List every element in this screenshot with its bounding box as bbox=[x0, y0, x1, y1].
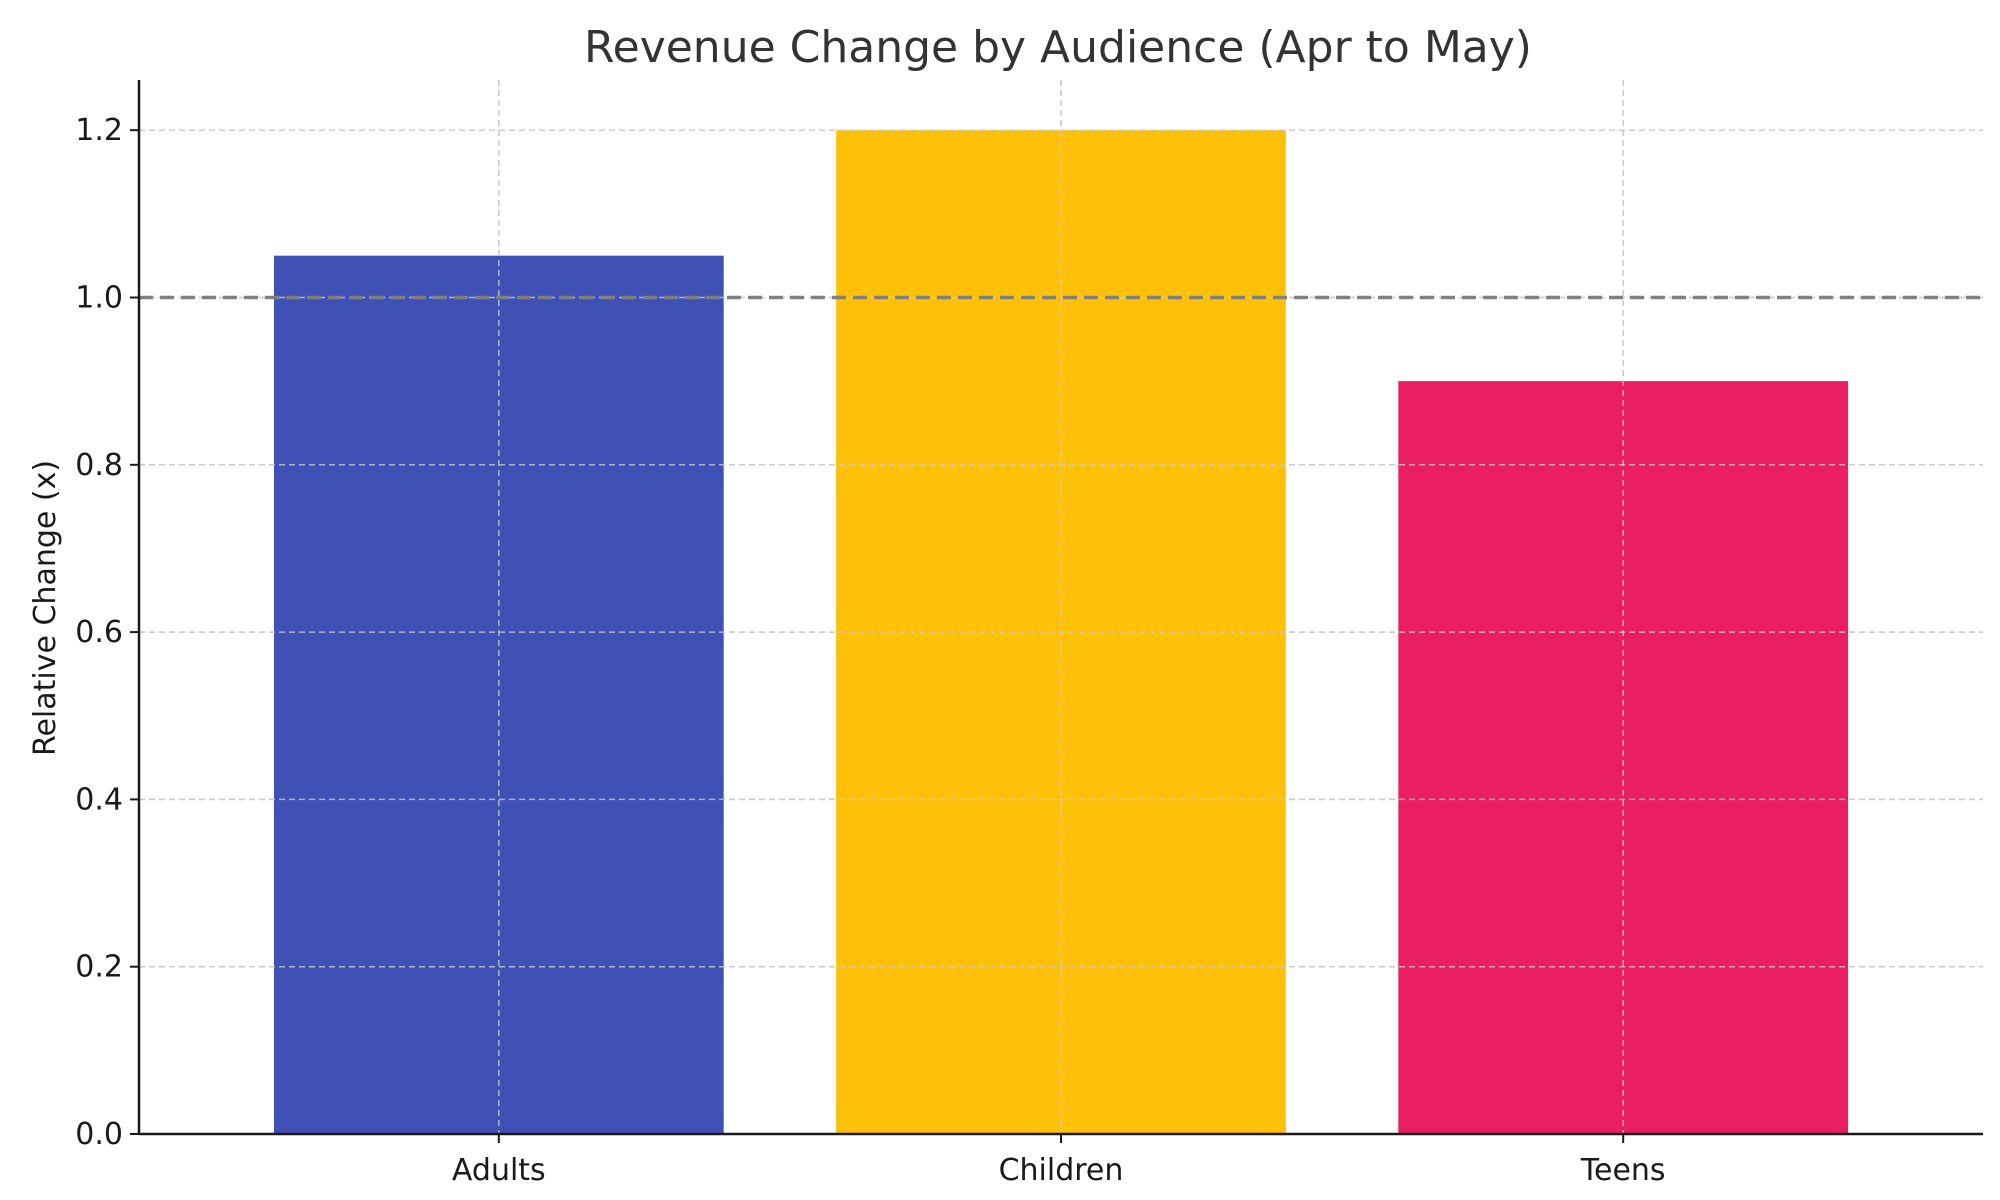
x-tick-label: Adults bbox=[452, 1153, 546, 1188]
y-tick-label: 0.0 bbox=[75, 1117, 123, 1152]
y-tick-label: 1.2 bbox=[75, 113, 123, 148]
x-tick-label: Children bbox=[999, 1153, 1124, 1188]
chart-title: Revenue Change by Audience (Apr to May) bbox=[584, 22, 1532, 73]
x-tick-label: Teens bbox=[1580, 1153, 1666, 1188]
bars-layer bbox=[139, 80, 1983, 1135]
y-tick-label: 0.8 bbox=[75, 448, 123, 483]
y-tick-label: 1.0 bbox=[75, 280, 123, 315]
bar-teens bbox=[1398, 381, 1849, 1135]
ticks-layer: 0.0 0.2 0.4 0.6 0.8 1.0 1.2 Adults Children Teens bbox=[75, 113, 1665, 1188]
y-tick-label: 0.4 bbox=[75, 782, 123, 817]
y-axis-label: Relative Change (x) bbox=[28, 460, 63, 756]
y-tick-label: 0.6 bbox=[75, 615, 123, 650]
y-tick-label: 0.2 bbox=[75, 950, 123, 985]
